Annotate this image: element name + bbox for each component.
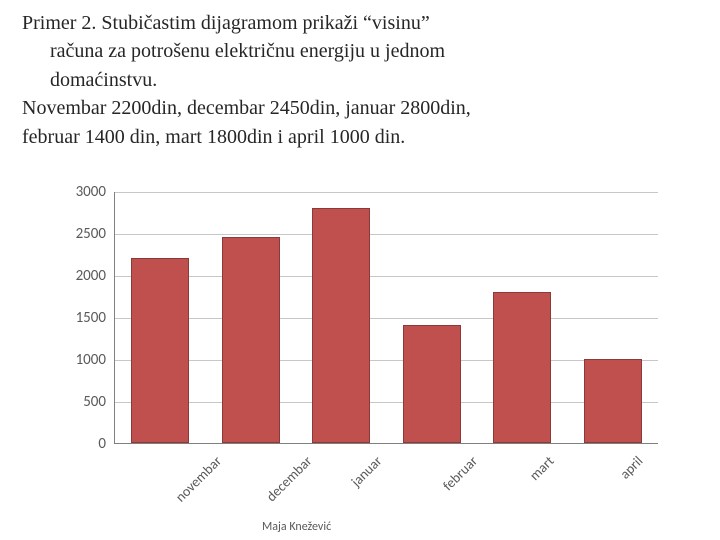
heading-block: Primer 2. Stubičastim dijagramom prikaži… xyxy=(22,10,698,150)
bar xyxy=(131,258,189,443)
bar-cell xyxy=(477,192,568,443)
y-tick-label: 1500 xyxy=(76,309,106,327)
bar-cell xyxy=(115,192,206,443)
bar xyxy=(222,237,280,443)
bar xyxy=(493,292,551,443)
x-tick-label: april xyxy=(616,452,646,482)
bars-container xyxy=(115,192,658,443)
bar xyxy=(403,325,461,443)
x-label-cell: februar xyxy=(386,444,477,514)
heading-line-3: februar 1400 din, mart 1800din i april 1… xyxy=(22,124,698,150)
bar xyxy=(584,359,642,443)
x-tick-label: mart xyxy=(526,452,557,483)
bar xyxy=(312,208,370,443)
y-tick-label: 2000 xyxy=(76,267,106,285)
x-label-cell: april xyxy=(567,444,658,514)
x-tick-label: januar xyxy=(347,452,385,490)
x-label-cell: mart xyxy=(477,444,568,514)
bar-cell xyxy=(206,192,297,443)
x-label-cell: decembar xyxy=(205,444,296,514)
bar-cell xyxy=(568,192,659,443)
y-tick-label: 500 xyxy=(83,393,106,411)
x-label-cell: januar xyxy=(295,444,386,514)
x-axis-labels: novembardecembarjanuarfebruarmartapril xyxy=(114,444,658,514)
y-tick-label: 1000 xyxy=(76,351,106,369)
x-tick-label: februar xyxy=(440,452,482,494)
bar-cell xyxy=(387,192,478,443)
slide: Primer 2. Stubičastim dijagramom prikaži… xyxy=(0,0,720,540)
heading-line-2: Novembar 2200din, decembar 2450din, janu… xyxy=(22,95,698,121)
y-tick-label: 2500 xyxy=(76,225,106,243)
heading-line-1b: računa za potrošenu električnu energiju … xyxy=(22,38,698,64)
y-tick-label: 0 xyxy=(98,435,106,453)
bar-cell xyxy=(296,192,387,443)
heading-line-1a: Primer 2. Stubičastim dijagramom prikaži… xyxy=(22,10,698,36)
x-label-cell: novembar xyxy=(114,444,205,514)
y-axis-labels: 050010001500200025003000 xyxy=(62,192,110,444)
plot-area xyxy=(114,192,658,444)
y-tick-label: 3000 xyxy=(76,183,106,201)
footer-author: Maja Knežević xyxy=(262,520,331,534)
bar-chart: 050010001500200025003000 novembardecemba… xyxy=(62,192,674,512)
heading-line-1c: domaćinstvu. xyxy=(22,67,698,93)
